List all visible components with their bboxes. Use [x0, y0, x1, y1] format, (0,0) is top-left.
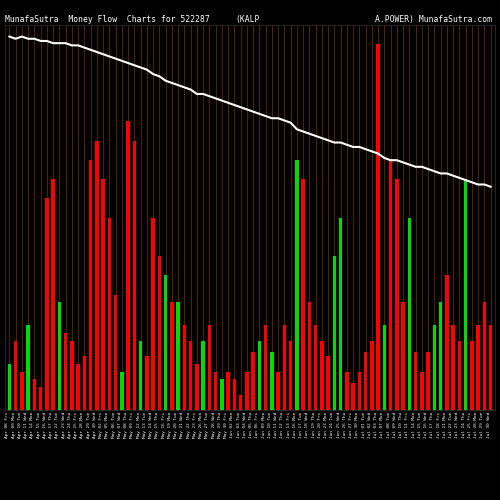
Bar — [139, 340, 142, 410]
Bar — [426, 352, 430, 410]
Bar — [95, 140, 98, 410]
Bar — [302, 179, 305, 410]
Bar — [458, 340, 461, 410]
Bar — [408, 218, 411, 410]
Bar — [45, 198, 48, 410]
Bar — [252, 352, 255, 410]
Text: A.POWER) MunafaSutra.com: A.POWER) MunafaSutra.com — [375, 15, 492, 24]
Bar — [120, 372, 124, 410]
Bar — [452, 326, 455, 410]
Bar — [395, 179, 398, 410]
Bar — [382, 326, 386, 410]
Bar — [420, 372, 424, 410]
Bar — [364, 352, 368, 410]
Bar — [432, 326, 436, 410]
Bar — [345, 372, 348, 410]
Bar — [89, 160, 92, 410]
Bar — [320, 340, 324, 410]
Bar — [176, 302, 180, 410]
Bar — [164, 275, 168, 410]
Bar — [64, 333, 68, 410]
Bar — [276, 372, 280, 410]
Bar — [332, 256, 336, 410]
Bar — [476, 326, 480, 410]
Bar — [464, 179, 468, 410]
Bar — [232, 379, 236, 410]
Bar — [439, 302, 442, 410]
Bar — [245, 372, 248, 410]
Bar — [402, 302, 405, 410]
Bar — [358, 372, 361, 410]
Bar — [158, 256, 161, 410]
Text: (KALP: (KALP — [235, 15, 260, 24]
Bar — [226, 372, 230, 410]
Bar — [220, 379, 224, 410]
Bar — [152, 218, 155, 410]
Bar — [289, 340, 292, 410]
Bar — [8, 364, 11, 410]
Bar — [170, 302, 173, 410]
Bar — [108, 218, 111, 410]
Bar — [20, 372, 24, 410]
Bar — [314, 326, 318, 410]
Bar — [339, 218, 342, 410]
Bar — [370, 340, 374, 410]
Bar — [58, 302, 61, 410]
Bar — [132, 140, 136, 410]
Bar — [32, 379, 36, 410]
Bar — [445, 275, 448, 410]
Bar — [202, 340, 205, 410]
Bar — [482, 302, 486, 410]
Bar — [282, 326, 286, 410]
Bar — [182, 326, 186, 410]
Text: MunafaSutra  Money Flow  Charts for 522287: MunafaSutra Money Flow Charts for 522287 — [5, 15, 210, 24]
Bar — [26, 326, 30, 410]
Bar — [114, 294, 117, 410]
Bar — [270, 352, 274, 410]
Bar — [14, 340, 18, 410]
Bar — [189, 340, 192, 410]
Bar — [126, 121, 130, 410]
Bar — [489, 326, 492, 410]
Bar — [264, 326, 268, 410]
Bar — [195, 364, 198, 410]
Bar — [208, 326, 211, 410]
Bar — [52, 179, 55, 410]
Bar — [326, 356, 330, 410]
Bar — [389, 160, 392, 410]
Bar — [258, 340, 261, 410]
Bar — [470, 340, 474, 410]
Bar — [414, 352, 418, 410]
Bar — [295, 160, 298, 410]
Bar — [76, 364, 80, 410]
Bar — [308, 302, 311, 410]
Bar — [102, 179, 105, 410]
Bar — [39, 387, 42, 410]
Bar — [239, 394, 242, 410]
Bar — [376, 44, 380, 410]
Bar — [352, 383, 355, 410]
Bar — [145, 356, 148, 410]
Bar — [70, 340, 73, 410]
Bar — [214, 372, 218, 410]
Bar — [82, 356, 86, 410]
